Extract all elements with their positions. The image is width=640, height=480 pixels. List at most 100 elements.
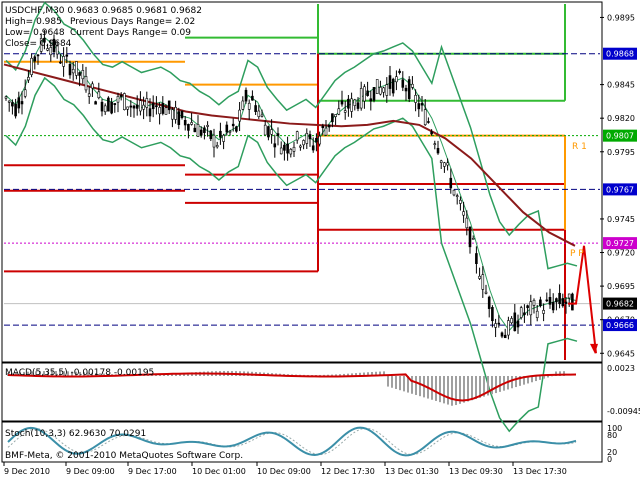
candle-body [273, 143, 277, 148]
candle-body [535, 310, 539, 318]
candle-body [427, 121, 430, 123]
candle-body [459, 199, 462, 204]
macd-panel[interactable] [1, 362, 603, 422]
bollinger-lower [5, 76, 578, 433]
candle-body [487, 296, 491, 309]
candle-body [475, 253, 478, 264]
candle-body [174, 106, 177, 120]
candle-body [439, 160, 443, 163]
candle-body [110, 101, 113, 114]
candle-body [299, 145, 302, 148]
candle-body [119, 94, 123, 97]
candle-body [497, 322, 501, 325]
candle-body [267, 126, 270, 138]
stoch-signal-line [7, 427, 577, 456]
price-tick-label: 0.9845 [607, 81, 635, 90]
candle-body [558, 292, 561, 305]
candle-body [91, 83, 94, 89]
macd-signal-line [7, 372, 577, 402]
candle-body [286, 143, 289, 154]
candle-body [116, 96, 120, 103]
candle-body [199, 129, 203, 136]
candle-body [228, 130, 232, 133]
candle-body [340, 100, 344, 105]
candle-body [555, 298, 558, 303]
candle-body [78, 72, 81, 76]
candle-body [334, 114, 337, 117]
candle-body [375, 79, 379, 94]
candle-body [190, 122, 193, 125]
stoch-main-line [7, 426, 577, 457]
candle-body [324, 127, 328, 136]
candle-body [100, 101, 104, 112]
candle-body [519, 307, 523, 318]
candle-body [465, 217, 469, 229]
candle-body [235, 126, 238, 132]
price-badge [603, 47, 637, 60]
candle-body [23, 89, 27, 97]
price-badge [603, 183, 637, 196]
price-badge-label: 0.9727 [606, 239, 634, 248]
price-badge [603, 297, 637, 310]
candle-body [209, 130, 213, 140]
forecast-arrow [568, 245, 597, 354]
candle-body [84, 76, 88, 91]
candle-body [436, 147, 440, 154]
candle-body [545, 299, 549, 302]
candle-body [385, 84, 389, 96]
price-tick-label: 0.9745 [607, 215, 635, 224]
info-low: Low= 0.9648 [5, 28, 65, 38]
candle-body [183, 119, 187, 126]
candle-body [36, 54, 40, 57]
candle-body [7, 100, 11, 103]
stoch-layer [7, 426, 577, 457]
copyright-text: BMF-Meta, © 2001-2010 MetaQuotes Softwar… [5, 451, 243, 461]
info-close: Close= 0.9684 [5, 39, 72, 49]
candle-body [87, 93, 91, 97]
candle-body [494, 323, 497, 328]
candle-body [263, 124, 267, 136]
candle-body [139, 100, 142, 112]
price-badge-label: 0.9767 [606, 185, 634, 194]
price-panel[interactable] [1, 1, 603, 363]
stoch-tick-label: 20 [607, 448, 617, 457]
info-prev-range: Previous Days Range= 2.02 [70, 17, 195, 27]
candle-body [257, 110, 261, 117]
candle-body [148, 108, 152, 117]
candle-body [129, 105, 133, 108]
time-tick-label: 10 Dec 09:00 [257, 467, 311, 476]
time-tick-label: 13 Dec 09:30 [449, 467, 503, 476]
candle-body [526, 305, 529, 309]
candle-body [478, 275, 481, 279]
candle-body [142, 104, 145, 110]
candle-body [187, 123, 190, 131]
price-tick-label: 0.9820 [607, 114, 635, 123]
candle-body [155, 105, 158, 108]
candle-body [103, 105, 107, 113]
candle-body [81, 70, 85, 80]
candle-body [363, 86, 366, 102]
candle-body [203, 127, 206, 133]
stoch-label: Stoch(10,3,3) 62.9630 70.0291 [5, 429, 146, 439]
candle-body [407, 79, 411, 99]
candle-body [219, 130, 222, 138]
candle-body [564, 301, 568, 304]
candle-body [462, 211, 465, 216]
candle-body [391, 78, 395, 94]
candle-body [180, 110, 184, 119]
candle-body [500, 332, 504, 337]
candle-body [43, 37, 46, 43]
candle-body [254, 105, 257, 112]
candle-body [206, 124, 209, 127]
stoch-tick-label: 0 [607, 455, 612, 464]
candle-body [417, 103, 421, 110]
candle-body [241, 100, 245, 110]
candle-body [503, 334, 507, 339]
candle-body [164, 107, 168, 115]
candle-body [68, 63, 72, 76]
candle-body [65, 54, 69, 57]
candle-body [132, 105, 136, 109]
time-tick-label: 12 Dec 17:30 [321, 467, 375, 476]
candle-body [382, 87, 385, 93]
